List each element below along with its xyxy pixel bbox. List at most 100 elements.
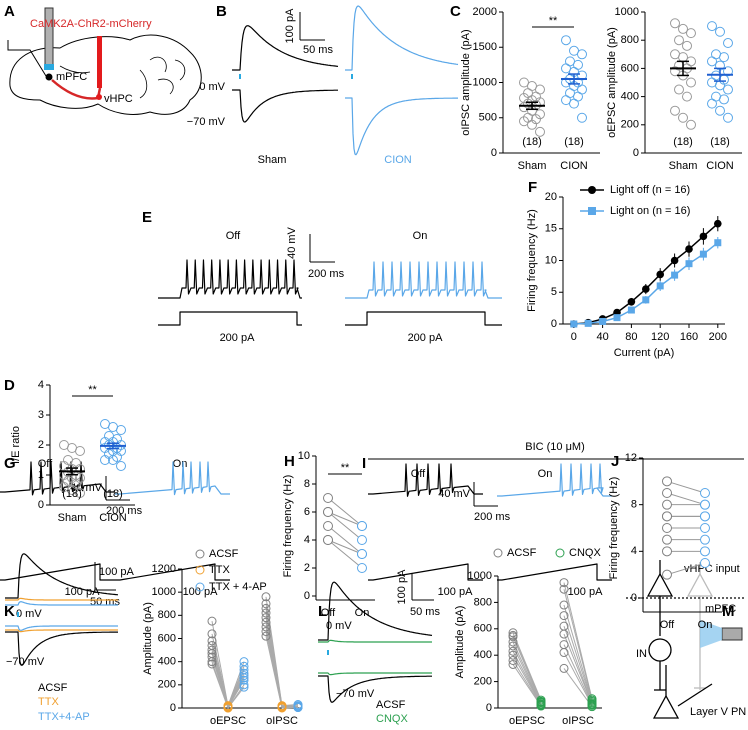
y-tick-label: 0 [631, 592, 637, 604]
trace [345, 261, 502, 299]
y-tick-label: 5 [551, 286, 557, 298]
pair-line [265, 636, 283, 709]
data-point [508, 646, 518, 656]
pair-line [327, 511, 363, 541]
data-point [656, 282, 664, 290]
data-point [535, 84, 545, 95]
data-point [508, 650, 518, 660]
data-point [577, 112, 587, 123]
legend-label: ACSF [507, 547, 537, 559]
n-label: (18) [522, 136, 542, 148]
trace [318, 581, 433, 641]
y-tick-label: 800 [621, 34, 639, 46]
pair-line [563, 615, 593, 703]
data-point [569, 98, 579, 109]
data-point [277, 703, 287, 713]
scale-label: 40 mV [286, 226, 298, 258]
data-point [261, 613, 271, 623]
data-point [686, 28, 696, 39]
pair-line [563, 644, 593, 705]
legend-marker [195, 549, 205, 559]
y-tick-label: 2000 [473, 6, 497, 18]
data-point [75, 488, 85, 498]
condition-label: Off [411, 468, 426, 480]
data-point [207, 636, 217, 646]
pair-line [327, 539, 363, 555]
data-point [100, 455, 110, 465]
y-tick-label: 8 [304, 478, 310, 490]
y-axis-label: oIPSC amplitude (pA) [460, 29, 472, 135]
data-point [261, 599, 271, 609]
data-point [559, 629, 569, 639]
data-point [662, 499, 672, 510]
n-label: (18) [673, 136, 693, 148]
data-point [674, 84, 684, 95]
data-point [715, 26, 725, 37]
panel-label: M [722, 603, 735, 620]
command [368, 563, 483, 581]
x-tick-label: On [355, 607, 370, 619]
pair-line [666, 492, 706, 506]
data-point [682, 40, 692, 51]
data-point [559, 584, 569, 594]
data-point [670, 66, 680, 77]
y-tick-label: 15 [545, 223, 557, 235]
data-point [508, 628, 518, 638]
x-tick-label: Off [321, 607, 336, 619]
data-point [207, 629, 217, 639]
legend-label: TTX + 4-AP [209, 581, 267, 593]
pair-line [563, 604, 593, 702]
y-tick-label: 0 [486, 702, 492, 714]
condition-label: Off [226, 230, 241, 242]
pair-line [563, 652, 593, 706]
fiber [721, 627, 743, 641]
ramp-label: 100 pA [438, 586, 474, 598]
data-point [707, 98, 717, 109]
data-point [570, 320, 578, 328]
data-point [207, 645, 217, 655]
trace [5, 625, 118, 631]
data-point [662, 546, 672, 557]
data-point [323, 521, 333, 531]
panel-label: L [318, 603, 327, 620]
trace [497, 463, 612, 497]
construct-label: CaMK2A-ChR2-mCherry [30, 18, 152, 30]
panel-label: D [4, 377, 15, 394]
pair-line [563, 589, 593, 701]
data-point [685, 245, 693, 253]
y-tick-label: 200 [474, 676, 492, 688]
significance-label: ** [549, 15, 558, 27]
y-tick-label: 10 [545, 254, 557, 266]
y-tick-label: 4 [304, 534, 310, 546]
pair-line [281, 705, 299, 707]
data-point [559, 663, 569, 673]
y-tick-label: 6 [304, 506, 310, 518]
data-point [508, 637, 518, 647]
x-tick-label: oIPSC [562, 715, 594, 727]
data-point [559, 600, 569, 610]
vhpc-dot [96, 94, 102, 100]
pair-line [327, 497, 363, 527]
electrode [7, 40, 47, 77]
y-tick-label: 800 [474, 596, 492, 608]
data-point [357, 535, 367, 545]
pair-line [327, 539, 363, 569]
data-point [627, 297, 636, 306]
y-tick-label: 8 [631, 499, 637, 511]
data-point [686, 77, 696, 88]
data-point [584, 319, 592, 327]
data-point [678, 23, 688, 34]
condition-label: On [413, 230, 428, 242]
data-point [642, 285, 650, 293]
trace [5, 631, 118, 666]
legend-label: Light off (n = 16) [610, 184, 690, 196]
data-point [239, 671, 249, 681]
pair-line [512, 636, 542, 703]
legend-marker [493, 548, 503, 558]
data-point [261, 603, 271, 613]
data-point [239, 682, 249, 692]
data-point [674, 35, 684, 46]
data-point [700, 488, 710, 498]
trace-label: ACSF [38, 682, 68, 694]
holding-label: −70 mV [187, 116, 226, 128]
